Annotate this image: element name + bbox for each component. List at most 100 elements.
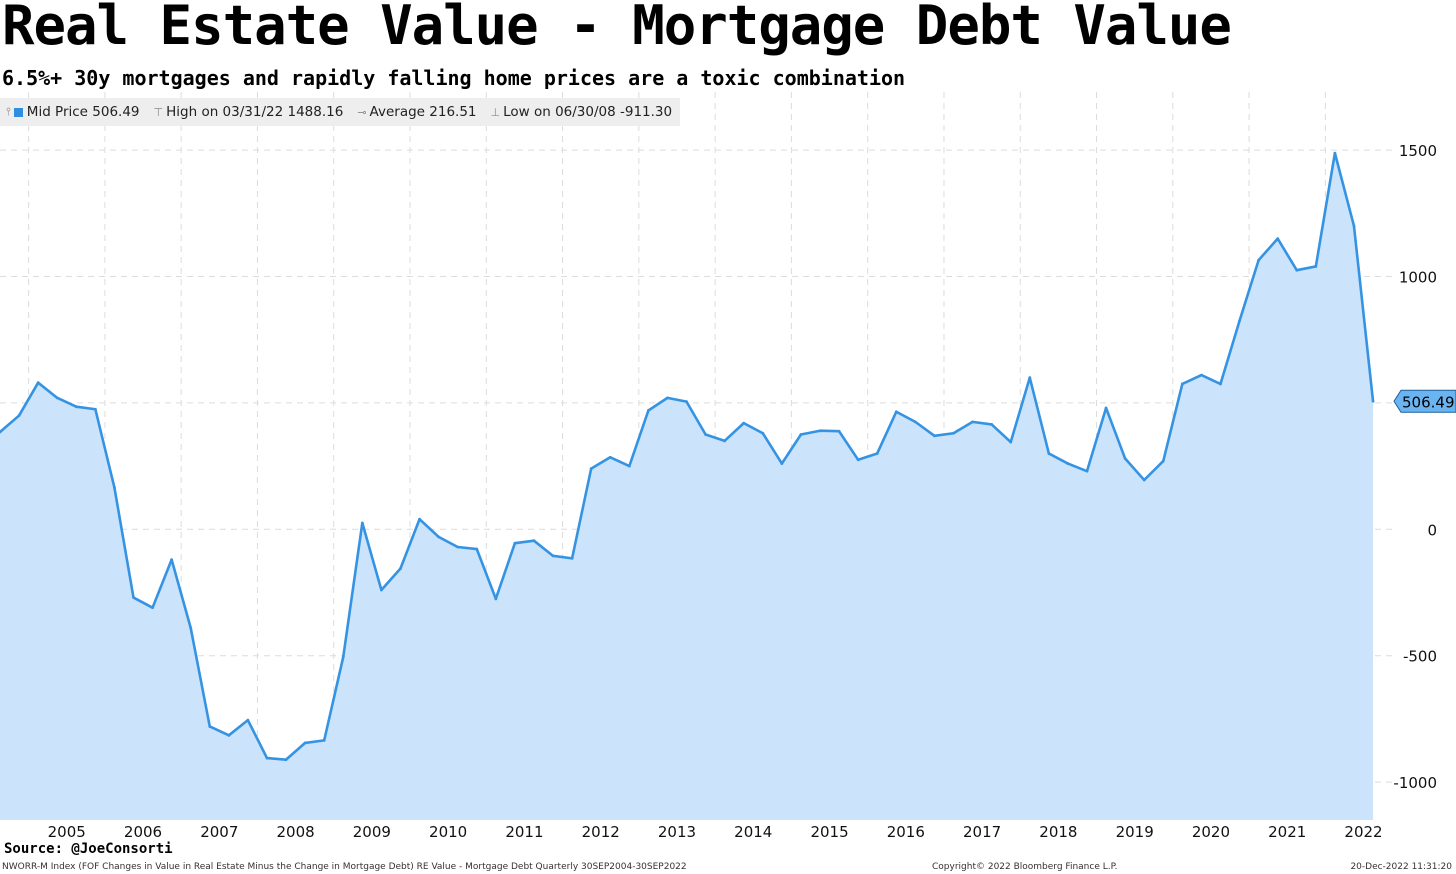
data-point	[1219, 382, 1222, 386]
series-swatch	[13, 107, 23, 117]
y-tick-label: 1000	[1399, 269, 1437, 287]
copyright-notice: Copyright© 2022 Bloomberg Finance L.P.	[932, 862, 1118, 872]
data-point	[551, 554, 555, 558]
data-point	[437, 535, 441, 539]
data-point	[1276, 237, 1280, 241]
data-point	[1047, 452, 1051, 455]
data-point	[837, 429, 841, 433]
data-point	[36, 381, 40, 385]
data-point	[1371, 399, 1375, 403]
data-point	[1238, 319, 1241, 323]
pin-icon: ⫯	[6, 105, 11, 118]
data-point	[341, 655, 345, 659]
legend-item-high[interactable]: ⊤ High on 03/31/22 1488.16	[154, 104, 344, 120]
last-value-marker: 506.49	[1393, 389, 1456, 413]
data-point	[894, 410, 898, 414]
data-point	[913, 420, 917, 424]
legend-bar: ⫯ Mid Price 506.49 ⊤ High on 03/31/22 14…	[0, 98, 681, 126]
data-point	[856, 458, 860, 462]
data-point	[1295, 268, 1299, 272]
data-point	[875, 452, 879, 455]
timestamp: 20-Dec-2022 11:31:20	[1350, 862, 1452, 872]
data-point	[933, 434, 936, 438]
data-point	[1142, 478, 1146, 482]
series-points	[0, 151, 1375, 762]
data-point	[952, 431, 955, 435]
x-tick-label: 2009	[353, 823, 391, 841]
y-axis-tick-labels: 1500 1000 0 -500 -1000	[1393, 142, 1437, 792]
data-point	[513, 541, 517, 545]
data-point	[74, 405, 78, 409]
data-point	[1123, 457, 1127, 460]
data-point	[399, 567, 402, 570]
data-point	[1200, 373, 1203, 377]
legend-low-label: Low on 06/30/08 -911.30	[503, 104, 673, 120]
data-point	[666, 396, 669, 400]
data-point	[1104, 406, 1108, 410]
series-area-fill	[0, 153, 1374, 820]
data-point	[1333, 151, 1337, 155]
legend-item-mid-price[interactable]: ⫯ Mid Price 506.49	[6, 104, 140, 120]
data-point	[17, 414, 21, 417]
x-tick-label: 2005	[48, 823, 86, 841]
chart-subtitle: 6.5%+ 30y mortgages and rapidly falling …	[2, 66, 906, 90]
data-point	[0, 430, 2, 434]
x-tick-label: 2007	[200, 823, 238, 841]
average-marker-icon: ⊸	[357, 105, 367, 119]
x-tick-label: 2018	[1039, 823, 1077, 841]
data-point	[589, 467, 593, 471]
last-value-tag	[1393, 389, 1456, 413]
data-point	[742, 421, 746, 425]
last-value-label: 506.49	[1402, 393, 1455, 411]
legend-item-average[interactable]: ⊸ Average 216.51	[357, 104, 476, 120]
data-point	[418, 517, 421, 521]
data-point	[284, 758, 288, 762]
x-tick-label: 2013	[658, 823, 696, 841]
x-tick-label: 2006	[124, 823, 162, 841]
low-marker-icon: ⊥	[490, 105, 501, 119]
y-tick-label: 0	[1427, 521, 1437, 539]
high-marker-icon: ⊤	[153, 105, 164, 119]
data-point	[189, 626, 193, 630]
data-point	[151, 606, 154, 610]
x-tick-label: 2021	[1268, 823, 1306, 841]
x-tick-label: 2022	[1344, 823, 1382, 841]
x-tick-label: 2019	[1116, 823, 1154, 841]
x-tick-label: 2012	[582, 823, 620, 841]
data-point	[1161, 459, 1165, 463]
data-point	[646, 409, 650, 412]
data-point	[1257, 258, 1261, 262]
data-point	[456, 545, 460, 549]
data-point	[1028, 376, 1032, 380]
y-tick-label: -1000	[1393, 774, 1437, 792]
x-tick-label: 2020	[1192, 823, 1230, 841]
data-point	[971, 420, 974, 424]
data-point	[1352, 224, 1356, 228]
data-point	[380, 588, 383, 592]
data-point	[1009, 440, 1013, 444]
data-point	[1314, 265, 1318, 268]
source-label: Source: @JoeConsorti	[4, 841, 173, 857]
x-axis-tick-labels: 2005 2006 2007 2008 2009 2010 2011 2012 2013 2014…	[48, 823, 1383, 841]
data-point	[170, 558, 174, 562]
data-point	[627, 464, 631, 468]
data-point	[494, 597, 498, 601]
x-tick-label: 2008	[276, 823, 314, 841]
x-tick-label: 2015	[810, 823, 848, 841]
data-point	[761, 431, 765, 435]
data-point	[132, 596, 135, 599]
data-point	[265, 756, 269, 760]
y-tick-label: -500	[1403, 648, 1437, 666]
data-point	[990, 423, 994, 426]
x-tick-label: 2014	[734, 823, 772, 841]
data-point	[685, 400, 688, 404]
legend-average-label: Average 216.51	[369, 104, 477, 120]
data-point	[704, 433, 707, 436]
x-tick-label: 2011	[505, 823, 543, 841]
data-point	[1066, 462, 1070, 465]
legend-item-low[interactable]: ⊥ Low on 06/30/08 -911.30	[491, 104, 673, 120]
data-point	[55, 396, 59, 400]
y-tick-label: 1500	[1399, 142, 1437, 160]
data-point	[1180, 382, 1184, 386]
